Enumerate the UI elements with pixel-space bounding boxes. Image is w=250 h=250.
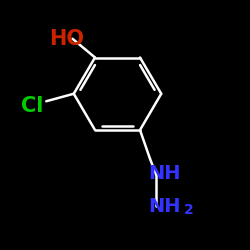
Text: NH: NH <box>149 197 181 216</box>
Text: Cl: Cl <box>21 96 44 116</box>
Text: NH: NH <box>149 164 181 183</box>
Text: 2: 2 <box>184 204 194 218</box>
Text: HO: HO <box>49 29 84 49</box>
